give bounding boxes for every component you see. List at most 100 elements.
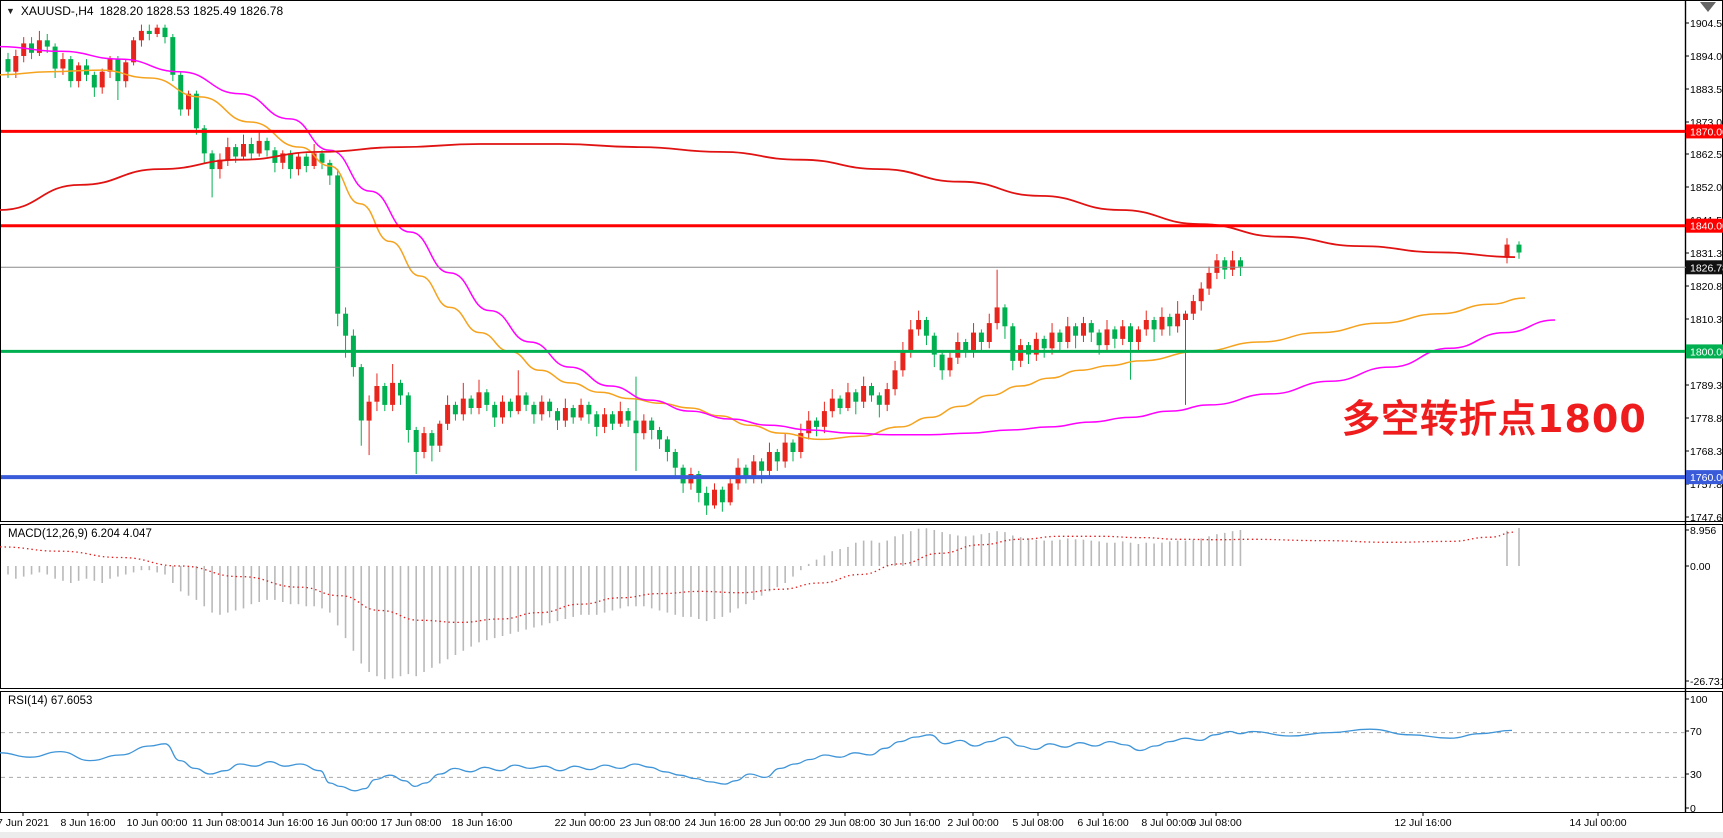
- time-tick-label: 8 Jul 00:00: [1141, 817, 1193, 829]
- candle-down: [1041, 335, 1047, 358]
- candle-down: [649, 417, 655, 440]
- price-tick-label: 1768.30: [1690, 446, 1723, 458]
- time-tick-label: 2 Jul 00:00: [947, 817, 999, 829]
- candle-down: [814, 417, 819, 437]
- candle-down: [923, 316, 929, 346]
- candle-up: [500, 395, 505, 424]
- candle-up: [295, 153, 301, 176]
- candle-down: [209, 150, 215, 198]
- candle-down: [405, 392, 411, 443]
- candle-up: [256, 131, 262, 157]
- candle-up: [641, 414, 647, 440]
- candle-up: [900, 342, 906, 377]
- candle-down: [774, 448, 780, 471]
- candle-down: [52, 43, 58, 78]
- candle-up: [727, 477, 733, 506]
- macd-scale-label: 0.00: [1690, 561, 1711, 573]
- chart-shift-triangle-icon[interactable]: [1700, 2, 1716, 12]
- candle-down: [429, 430, 435, 462]
- candle-down: [162, 24, 168, 44]
- macd-scale-label: -26.731: [1690, 676, 1723, 688]
- candle-down: [978, 329, 984, 352]
- candle-up: [217, 153, 223, 179]
- candle-down: [248, 137, 254, 160]
- candle-up: [1230, 250, 1236, 276]
- candle-down: [1112, 326, 1118, 349]
- candle-down: [657, 426, 662, 449]
- collapse-triangle-icon[interactable]: ▼: [6, 6, 15, 16]
- candle-up: [1065, 316, 1071, 349]
- candle-down: [193, 90, 199, 135]
- candle-down: [335, 169, 341, 327]
- time-tick-label: 11 Jun 08:00: [192, 817, 252, 829]
- time-tick-label: 17 Jun 08:00: [381, 817, 442, 829]
- macd-panel[interactable]: 8.956 0.00 -26.731: [0, 525, 1723, 688]
- candle-up: [36, 30, 42, 56]
- price-tick-label: 1862.50: [1690, 149, 1723, 161]
- candle-up: [107, 56, 113, 78]
- macd-scale-label: 8.956: [1690, 525, 1716, 537]
- rsi-scale-label: 100: [1690, 694, 1708, 706]
- candle-down: [413, 426, 419, 474]
- candle-down: [398, 379, 403, 405]
- candle-up: [476, 379, 482, 415]
- candle-down: [319, 150, 325, 170]
- candle-up: [712, 483, 717, 509]
- candle-up: [617, 401, 623, 427]
- macd-indicator-label: MACD(12,26,9) 6.204 4.047: [8, 528, 152, 540]
- candle-up: [1120, 320, 1126, 346]
- rsi-indicator-label: RSI(14) 67.6053: [8, 695, 93, 707]
- candle-up: [21, 37, 27, 63]
- price-tick-label: 1778.80: [1690, 413, 1723, 425]
- candle-down: [876, 392, 882, 418]
- chart-title-bar: ▼ XAUUSD-,H4 1828.20 1828.53 1825.49 182…: [6, 4, 283, 18]
- candle-up: [578, 398, 584, 421]
- candle-up: [994, 269, 1000, 330]
- symbol-period-label: XAUUSD-,H4: [20, 4, 94, 18]
- time-axis[interactable]: 7 Jun 2021 8 Jun 16:00 10 Jun 00:00 11 Jun …: [0, 812, 1627, 829]
- candle-down: [382, 382, 388, 412]
- candle-down: [29, 37, 34, 60]
- time-tick-label: 14 Jun 16:00: [253, 817, 314, 829]
- price-axis[interactable]: 1904.501894.001883.501873.001862.501852.…: [1685, 18, 1723, 524]
- candle-down: [570, 404, 576, 424]
- candle-down: [704, 486, 710, 515]
- candle-up: [782, 433, 788, 468]
- candle-down: [44, 34, 50, 53]
- candle-up: [1143, 310, 1149, 336]
- price-tick-label: 1831.30: [1690, 248, 1723, 260]
- rsi-panel[interactable]: 100 70 30 0: [0, 694, 1708, 815]
- candle-up: [735, 458, 741, 490]
- horizontal-level-lines[interactable]: [1, 129, 1723, 480]
- candle-up: [374, 373, 380, 412]
- ma-red-line: [0, 143, 1516, 258]
- price-tick-label: 1820.80: [1690, 281, 1723, 293]
- moving-averages-layer: [0, 45, 1556, 441]
- price-tick-label: 1747.60: [1690, 512, 1723, 524]
- candle-down: [343, 307, 349, 358]
- candle-up: [421, 426, 427, 459]
- candle-down: [633, 376, 639, 471]
- candle-up: [225, 137, 231, 166]
- svg-text:1800.00: 1800.00: [1690, 346, 1723, 358]
- candle-up: [1175, 301, 1181, 333]
- price-tick-label: 1894.00: [1690, 51, 1723, 63]
- candle-down: [547, 398, 553, 418]
- candle-down: [790, 439, 796, 462]
- price-badge-1870.00: 1870.00: [1686, 124, 1723, 139]
- candle-up: [845, 382, 851, 412]
- candle-down: [594, 411, 600, 437]
- analyst-annotation-text: 多空转折点1800: [1342, 397, 1647, 441]
- time-tick-label: 7 Jun 2021: [0, 817, 49, 829]
- candle-down: [719, 486, 725, 512]
- candle-down: [664, 436, 670, 462]
- candle-up: [1198, 282, 1204, 311]
- candle-up: [1081, 316, 1086, 342]
- price-badge-1800.00: 1800.00: [1686, 344, 1723, 359]
- svg-text:1826.78: 1826.78: [1690, 262, 1723, 274]
- ohlc-readout: 1828.20 1828.53 1825.49 1826.78: [99, 4, 284, 18]
- candle-down: [743, 464, 749, 484]
- candle-down: [1238, 257, 1243, 276]
- time-tick-label: 10 Jun 00:00: [127, 817, 188, 829]
